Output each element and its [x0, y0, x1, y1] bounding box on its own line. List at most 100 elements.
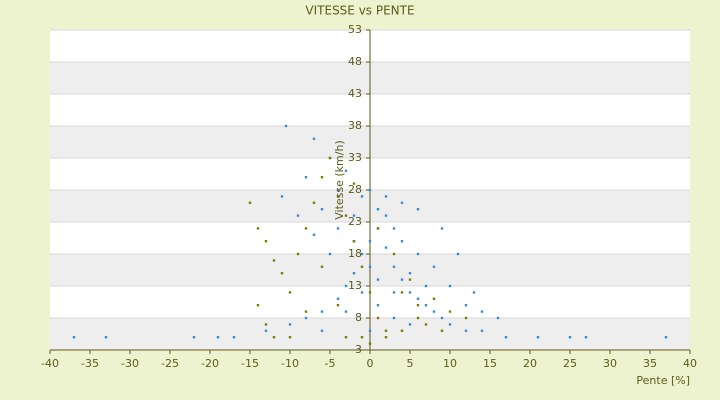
point	[304, 227, 308, 230]
x-axis-label: Pente [%]	[636, 374, 690, 387]
y-tick-label: 8	[355, 311, 362, 324]
y-tick-label: 3	[355, 343, 362, 356]
point	[416, 304, 420, 307]
point	[296, 252, 300, 256]
x-tick-label: 30	[603, 357, 617, 370]
point	[400, 201, 404, 204]
y-tick-label: 43	[348, 87, 362, 100]
point	[376, 227, 380, 230]
point	[256, 304, 260, 307]
point	[584, 336, 588, 339]
point	[328, 156, 332, 160]
point	[448, 310, 452, 313]
point	[400, 329, 404, 332]
point	[448, 284, 452, 288]
point	[384, 246, 388, 249]
point	[448, 323, 452, 326]
point	[352, 214, 356, 217]
point	[248, 201, 252, 204]
x-tick-label: 20	[523, 357, 537, 370]
point	[216, 336, 220, 339]
point	[192, 336, 196, 339]
point	[464, 316, 468, 320]
point	[344, 214, 348, 217]
point	[320, 265, 324, 268]
point	[464, 329, 468, 332]
point	[272, 336, 276, 339]
x-tick-label: 10	[443, 357, 457, 370]
point	[392, 252, 396, 256]
point	[368, 329, 372, 332]
point	[432, 310, 436, 313]
point	[360, 252, 364, 256]
x-tick-label: 35	[643, 357, 657, 370]
point	[408, 272, 412, 275]
x-tick-label: 0	[367, 357, 374, 370]
point	[368, 291, 372, 294]
point	[536, 336, 540, 339]
point	[424, 304, 428, 307]
y-tick-label: 13	[348, 279, 362, 292]
point	[424, 323, 428, 326]
point	[456, 252, 460, 256]
point	[392, 265, 396, 268]
point	[328, 252, 332, 256]
point	[344, 310, 348, 313]
y-tick-label: 53	[348, 23, 362, 36]
point	[376, 316, 380, 320]
x-tick-label: -15	[241, 357, 259, 370]
point	[312, 233, 316, 236]
point	[440, 227, 444, 230]
point	[408, 291, 412, 294]
point	[320, 208, 324, 211]
x-tick-label: -20	[201, 357, 219, 370]
x-tick-label: -5	[325, 357, 336, 370]
chart-title: VITESSE vs PENTE	[305, 4, 414, 18]
y-axis-label: Vitesse (km/h)	[333, 140, 346, 220]
point	[104, 336, 108, 339]
point	[336, 195, 340, 198]
x-tick-label: 40	[683, 357, 697, 370]
point	[384, 336, 388, 339]
point	[376, 278, 380, 281]
point	[368, 265, 372, 268]
point	[392, 291, 396, 294]
point	[360, 195, 364, 198]
point	[440, 329, 444, 332]
point	[336, 304, 340, 307]
point	[336, 188, 340, 192]
point	[304, 316, 308, 320]
point	[400, 240, 404, 243]
point	[432, 265, 436, 268]
point	[408, 278, 412, 281]
x-tick-label: -35	[81, 357, 99, 370]
y-tick-label: 18	[348, 247, 362, 260]
point	[424, 284, 428, 288]
y-tick-label: 48	[348, 55, 362, 68]
point	[280, 195, 284, 198]
point	[464, 304, 468, 307]
point	[288, 336, 292, 339]
point	[344, 284, 348, 288]
point	[360, 336, 364, 339]
point	[400, 291, 404, 294]
point	[320, 329, 324, 332]
point	[440, 316, 444, 320]
point	[352, 240, 356, 243]
point	[376, 304, 380, 307]
point	[336, 227, 340, 230]
y-tick-label: 38	[348, 119, 362, 132]
point	[72, 336, 76, 339]
point	[296, 214, 300, 217]
point	[368, 240, 372, 243]
point	[400, 278, 404, 281]
point	[284, 124, 288, 128]
x-tick-label: -30	[121, 357, 139, 370]
point	[480, 329, 484, 332]
point	[384, 329, 388, 332]
point	[344, 169, 348, 172]
x-tick-label: -25	[161, 357, 179, 370]
point	[280, 272, 284, 275]
point	[232, 336, 236, 339]
